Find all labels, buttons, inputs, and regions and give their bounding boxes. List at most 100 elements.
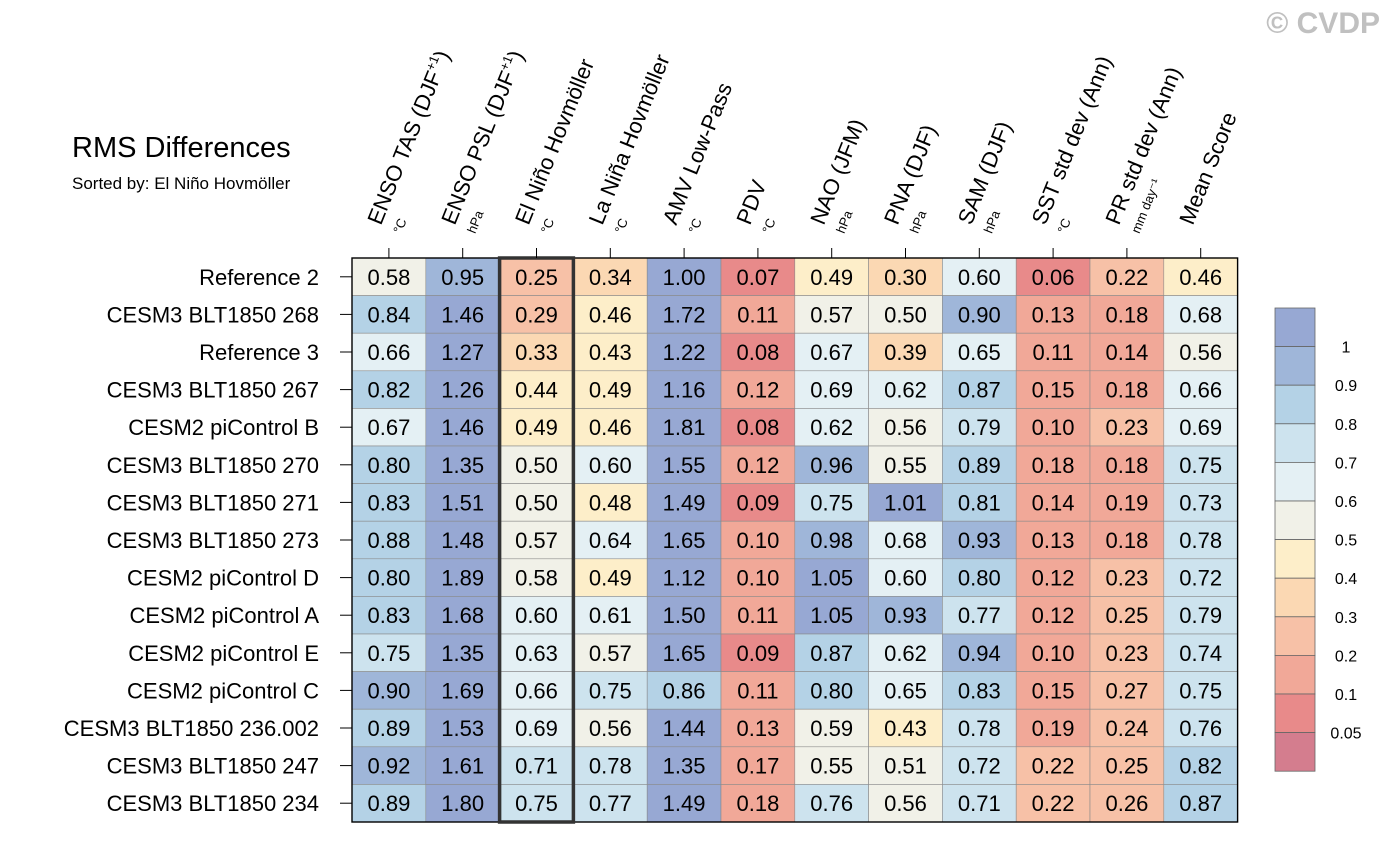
cell-value-label: 0.15 [1032, 378, 1075, 403]
heatmap-cell [794, 445, 869, 484]
cell-value-label: 0.72 [958, 754, 1001, 779]
cell-value-label: 0.34 [589, 265, 632, 290]
heatmap-cell [942, 558, 1017, 597]
heatmap-cell [425, 257, 500, 296]
cell-value-label: 0.83 [958, 678, 1001, 703]
cell-value-label: 0.11 [1033, 340, 1074, 365]
row-label: CESM2 piControl A [129, 603, 319, 628]
cell-value-label: 0.26 [1105, 791, 1148, 816]
cell-value-label: 0.75 [1179, 678, 1222, 703]
heatmap-cell [646, 408, 722, 447]
row-label: CESM2 piControl B [128, 415, 319, 440]
row-label: CESM3 BLT1850 268 [107, 302, 319, 327]
colorbar-swatch [1274, 500, 1316, 540]
heatmap-cell [1015, 445, 1091, 484]
cell-value-label: 0.62 [810, 415, 853, 440]
colorbar-tick-label: 0.7 [1335, 455, 1357, 472]
heatmap-cell [1089, 332, 1165, 372]
cell-value-label: 0.77 [958, 603, 1001, 628]
heatmap-cell [573, 708, 648, 748]
heatmap-cell [868, 257, 943, 296]
column-header-label: Mean Score [1174, 109, 1242, 228]
column-header-text: SAM (DJF) [953, 118, 1017, 228]
colorbar-tick-label: 0.6 [1335, 494, 1357, 511]
cell-value-label: 0.75 [515, 791, 558, 816]
column-header-superscript: +1 [496, 53, 515, 72]
column-headers: ENSO TAS (DJF+1)°C ENSO PSL (DJF+1)hPa El … [362, 47, 1242, 258]
colorbar-tick-label: 0.8 [1335, 417, 1357, 434]
heatmap-cell [868, 558, 943, 597]
column-unit-label: °C [759, 216, 778, 235]
cell-value-label: 0.09 [736, 490, 779, 515]
cell-value-label: 1.26 [441, 378, 484, 403]
cvdp-watermark: © CVDP [1266, 7, 1380, 40]
colorbar-swatch [1274, 693, 1316, 733]
colorbar: 1 0.9 0.8 0.7 0.6 0.5 0.4 0.3 0.2 0.1 0.05 [1274, 307, 1362, 772]
cell-value-label: 0.86 [663, 678, 706, 703]
heatmap-cell [1015, 746, 1091, 785]
heatmap-cell [351, 408, 427, 447]
cell-value-label: 0.76 [810, 791, 853, 816]
heatmap-cell [646, 746, 722, 785]
colorbar-tick-label: 0.05 [1330, 726, 1361, 743]
heatmap-cell [942, 370, 1017, 409]
column-unit-label: °C [685, 216, 704, 235]
heatmap-cell [720, 445, 796, 484]
column-unit-label: °C [1054, 216, 1073, 235]
colorbar-tick-label: 0.4 [1335, 571, 1357, 588]
heatmap-cell [425, 708, 500, 748]
cell-value-label: 0.89 [958, 453, 1001, 478]
heatmap-cell [868, 784, 943, 823]
cell-value-label: 1.35 [663, 754, 706, 779]
column-unit-label: °C [538, 216, 557, 235]
heatmap-cell [720, 483, 796, 522]
heatmap-cell [646, 257, 722, 296]
cell-value-label: 0.71 [515, 754, 558, 779]
cell-value-label: 0.18 [1105, 378, 1148, 403]
cell-value-label: 0.10 [736, 528, 779, 553]
column-header-label: PNA (DJF) [879, 121, 942, 228]
heatmap-cell [499, 332, 574, 372]
cell-value-label: 0.50 [515, 490, 558, 515]
cell-value-label: 0.10 [736, 566, 779, 591]
cell-value-label: 0.69 [515, 716, 558, 741]
heatmap-cell [794, 332, 869, 372]
colorbar-tick-label: 0.3 [1335, 610, 1357, 627]
heatmap-cell [1163, 445, 1238, 484]
cell-value-label: 0.82 [1179, 754, 1222, 779]
column-header: NAO (JFM)hPa [805, 115, 870, 235]
cell-value-label: 0.56 [884, 791, 927, 816]
colorbar-swatch [1274, 616, 1316, 656]
cell-value-label: 0.69 [1179, 415, 1222, 440]
colorbar-swatch [1274, 539, 1316, 579]
cell-value-label: 0.49 [515, 415, 558, 440]
cell-value-label: 0.92 [367, 754, 410, 779]
cell-value-label: 0.98 [810, 528, 853, 553]
cell-value-label: 0.12 [1032, 603, 1075, 628]
heatmap-cell [425, 633, 500, 672]
heatmap-cell [646, 784, 722, 823]
cell-value-label: 0.27 [1105, 678, 1148, 703]
cell-value-label: 0.23 [1105, 566, 1148, 591]
cell-value-label: 0.39 [884, 340, 927, 365]
cell-value-label: 0.67 [810, 340, 853, 365]
cell-value-label: 0.63 [515, 641, 558, 666]
cell-value-label: 0.11 [737, 302, 778, 327]
heatmap-cell [794, 633, 869, 672]
cell-value-label: 0.78 [589, 754, 632, 779]
heatmap-cell [1163, 257, 1238, 296]
cell-value-label: 1.81 [663, 415, 706, 440]
cell-value-label: 1.16 [663, 378, 706, 403]
cell-value-label: 0.15 [1032, 678, 1075, 703]
cell-value-label: 1.49 [663, 791, 706, 816]
column-header-label: La Niña Hovmöller [584, 51, 675, 228]
heatmap-cell [1015, 708, 1091, 748]
heatmap-cell [1015, 596, 1091, 635]
cell-value-label: 1.65 [663, 528, 706, 553]
colorbar-tick-label: 0.5 [1335, 533, 1357, 550]
cell-value-label: 0.23 [1105, 415, 1148, 440]
cell-value-label: 0.19 [1032, 716, 1075, 741]
row-label: CESM2 piControl C [127, 678, 319, 703]
chart-subtitle: Sorted by: El Niño Hovmöller [72, 174, 291, 193]
cell-value-label: 0.65 [958, 340, 1001, 365]
